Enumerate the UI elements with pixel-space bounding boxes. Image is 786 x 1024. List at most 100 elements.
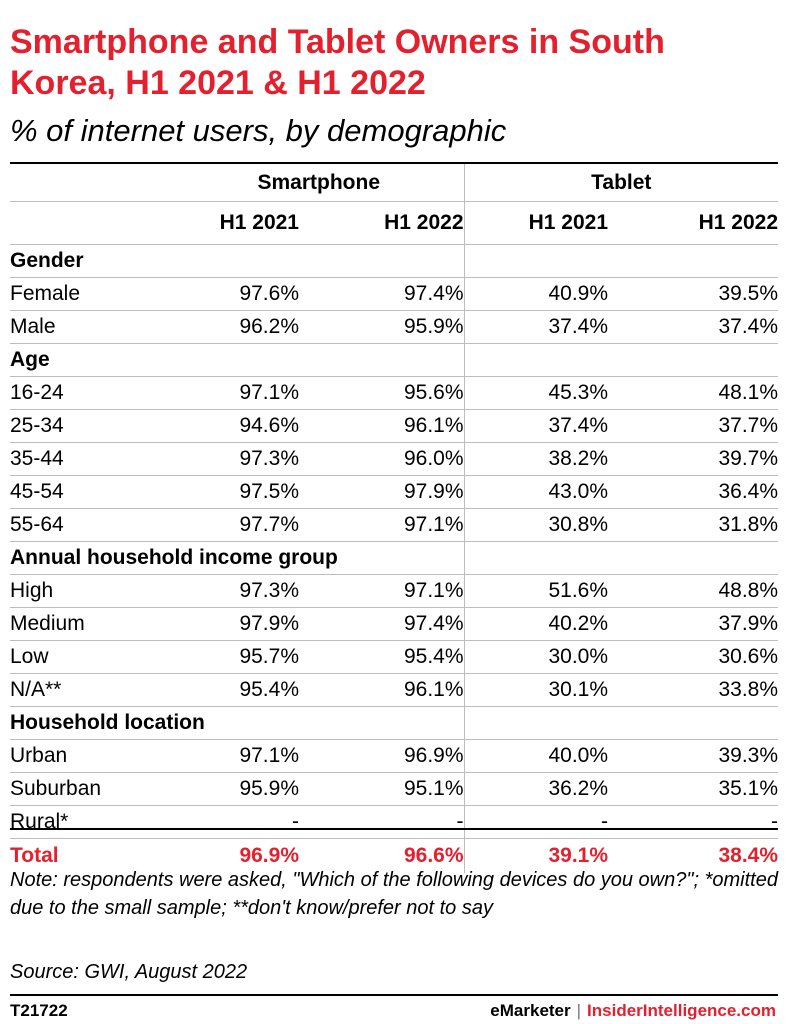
value-cell: 95.4% (174, 673, 299, 707)
table-row: 45-54 97.5% 97.9% 43.0% 36.4% (10, 475, 779, 509)
group-header-row: Smartphone Tablet (10, 164, 779, 202)
value-cell: 40.0% (463, 739, 609, 773)
value-cell: 36.4% (608, 475, 779, 509)
value-cell: 48.1% (608, 376, 779, 410)
group-header-tablet: Tablet (463, 164, 779, 202)
table-row: Low 95.7% 95.4% 30.0% 30.6% (10, 640, 779, 674)
section-spacer (463, 706, 779, 740)
value-cell: 37.9% (608, 607, 779, 641)
value-cell: 97.1% (299, 508, 465, 542)
section-label: Age (10, 343, 465, 377)
table-row: Urban 97.1% 96.9% 40.0% 39.3% (10, 739, 779, 773)
footnote: Note: respondents were asked, "Which of … (10, 869, 778, 919)
row-label: Female (10, 277, 174, 311)
value-cell: 40.9% (463, 277, 609, 311)
value-cell: 97.9% (299, 475, 465, 509)
table-row: 25-34 94.6% 96.1% 37.4% 37.7% (10, 409, 779, 443)
table-row: 35-44 97.3% 96.0% 38.2% 39.7% (10, 442, 779, 476)
value-cell: 96.9% (299, 739, 465, 773)
value-cell: 97.6% (174, 277, 299, 311)
row-label: Suburban (10, 772, 174, 806)
value-cell: 94.6% (174, 409, 299, 443)
empty-corner (10, 164, 174, 202)
section-spacer (463, 244, 779, 278)
value-cell: 95.9% (299, 310, 465, 344)
row-label: N/A** (10, 673, 174, 707)
source-note: Source: GWI, August 2022 (10, 961, 248, 983)
data-table: Smartphone Tablet H1 2021 H1 2022 H1 202… (10, 164, 779, 873)
row-label: Urban (10, 739, 174, 773)
value-cell: - (299, 805, 465, 839)
value-cell: 37.4% (463, 310, 609, 344)
total-value: 96.6% (403, 844, 464, 867)
table-row: High 97.3% 97.1% 51.6% 48.8% (10, 574, 779, 608)
table-body: Gender Female 97.6% 97.4% 40.9% 39.5% Male 96.2… (10, 244, 779, 873)
row-label: Low (10, 640, 174, 674)
row-label: Medium (10, 607, 174, 641)
section-header-row: Gender (10, 244, 779, 278)
value-cell: 95.4% (299, 640, 465, 674)
column-header: H1 2021 (463, 201, 609, 245)
value-cell: 31.8% (608, 508, 779, 542)
section-label: Annual household income group (10, 541, 465, 575)
top-rule (10, 162, 778, 164)
value-cell: 30.0% (463, 640, 609, 674)
value-cell: 35.1% (608, 772, 779, 806)
section-header-row: Age (10, 343, 779, 377)
value-cell: 97.7% (174, 508, 299, 542)
row-label: 45-54 (10, 475, 174, 509)
empty-corner (10, 201, 174, 245)
value-cell: 39.5% (608, 277, 779, 311)
section-header-row: Household location (10, 706, 779, 740)
row-label: 55-64 (10, 508, 174, 542)
value-cell: 43.0% (463, 475, 609, 509)
value-cell: 30.1% (463, 673, 609, 707)
table-row: N/A** 95.4% 96.1% 30.1% 33.8% (10, 673, 779, 707)
table-row: Male 96.2% 95.9% 37.4% 37.4% (10, 310, 779, 344)
value-cell: 97.4% (299, 277, 465, 311)
row-label: Rural* (10, 805, 174, 839)
table-row: Medium 97.9% 97.4% 40.2% 37.9% (10, 607, 779, 641)
total-value: 96.9% (239, 844, 299, 867)
brand-separator: | (576, 1001, 582, 1020)
value-cell: - (174, 805, 299, 839)
row-label: 25-34 (10, 409, 174, 443)
value-cell: 97.1% (299, 574, 465, 608)
value-cell: 45.3% (463, 376, 609, 410)
value-cell: 96.0% (299, 442, 465, 476)
column-header: H1 2022 (299, 201, 465, 245)
value-cell: 51.6% (463, 574, 609, 608)
row-label: 16-24 (10, 376, 174, 410)
brand-footer: eMarketer | InsiderIntelligence.com (490, 999, 776, 1023)
section-spacer (463, 541, 779, 575)
total-rule (10, 828, 778, 830)
value-cell: 97.9% (174, 607, 299, 641)
chart-code: T21722 (10, 1001, 68, 1020)
chart-subtitle: % of internet users, by demographic (10, 113, 507, 148)
insider-intelligence-logo: InsiderIntelligence.com (587, 1001, 776, 1020)
table-row: Suburban 95.9% 95.1% 36.2% 35.1% (10, 772, 779, 806)
value-cell: - (608, 805, 779, 839)
value-cell: 97.3% (174, 574, 299, 608)
total-label: Total (10, 844, 59, 867)
row-label: High (10, 574, 174, 608)
value-cell: 95.7% (174, 640, 299, 674)
table-row: Rural* - - - - (10, 805, 779, 839)
column-header-row: H1 2021 H1 2022 H1 2021 H1 2022 (10, 201, 779, 245)
value-cell: 96.2% (174, 310, 299, 344)
bottom-rule (10, 994, 778, 996)
table-row: 16-24 97.1% 95.6% 45.3% 48.1% (10, 376, 779, 410)
emarketer-logo: eMarketer (490, 1001, 571, 1020)
value-cell: 30.6% (608, 640, 779, 674)
total-row: Total 96.9% 96.6% 39.1% 38.4% (10, 838, 779, 873)
value-cell: - (463, 805, 609, 839)
value-cell: 97.5% (174, 475, 299, 509)
value-cell: 37.7% (608, 409, 779, 443)
value-cell: 96.1% (299, 673, 465, 707)
column-header: H1 2021 (174, 201, 299, 245)
value-cell: 40.2% (463, 607, 609, 641)
table-row: Female 97.6% 97.4% 40.9% 39.5% (10, 277, 779, 311)
value-cell: 97.1% (174, 376, 299, 410)
total-value: 38.4% (718, 844, 779, 867)
value-cell: 97.1% (174, 739, 299, 773)
